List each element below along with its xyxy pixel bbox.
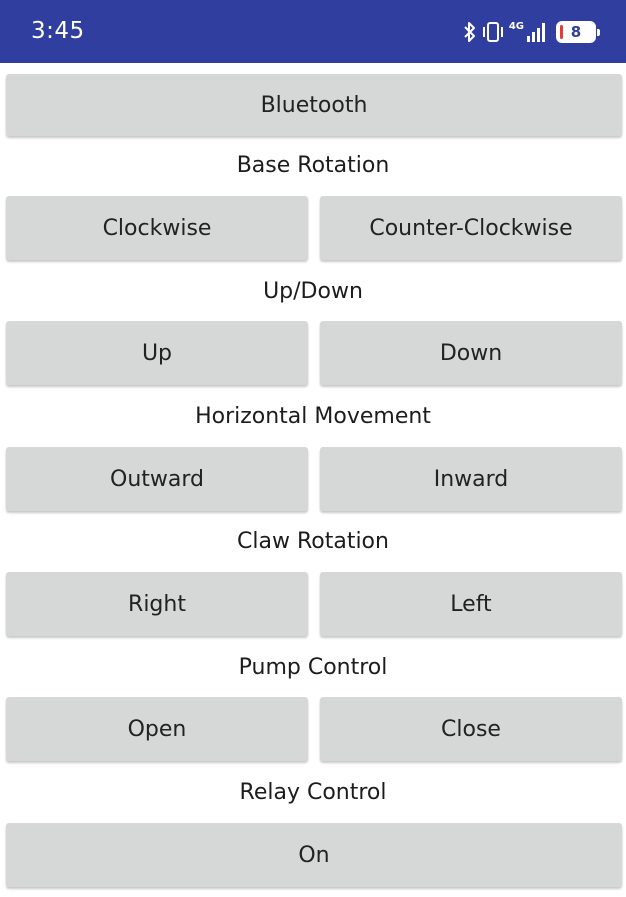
section-label-pump-control: Pump Control xyxy=(238,655,388,680)
section-label-relay-control: Relay Control xyxy=(239,780,387,805)
vibrate-icon xyxy=(481,21,505,43)
battery-icon: 8 xyxy=(556,21,600,43)
signal-icon: 4G xyxy=(509,22,548,42)
status-icons: 4G 8 xyxy=(463,18,600,46)
pump-open-button[interactable]: Open xyxy=(6,697,308,761)
bluetooth-icon xyxy=(463,21,477,43)
claw-left-button[interactable]: Left xyxy=(320,572,622,636)
section-label-horizontal-movement: Horizontal Movement xyxy=(195,404,431,429)
status-bar: 3:45 4G 8 xyxy=(0,0,626,63)
inward-button[interactable]: Inward xyxy=(320,447,622,511)
status-time: 3:45 xyxy=(31,18,85,44)
network-type-label: 4G xyxy=(508,21,524,32)
section-label-up-down: Up/Down xyxy=(263,279,363,304)
claw-right-button[interactable]: Right xyxy=(6,572,308,636)
clockwise-button[interactable]: Clockwise xyxy=(6,196,308,260)
section-label-claw-rotation: Claw Rotation xyxy=(237,529,389,554)
outward-button[interactable]: Outward xyxy=(6,447,308,511)
up-button[interactable]: Up xyxy=(6,321,308,385)
down-button[interactable]: Down xyxy=(320,321,622,385)
pump-close-button[interactable]: Close xyxy=(320,697,622,761)
relay-on-button[interactable]: On xyxy=(6,823,622,887)
bluetooth-button[interactable]: Bluetooth xyxy=(6,74,622,136)
counter-clockwise-button[interactable]: Counter-Clockwise xyxy=(320,196,622,260)
section-label-base-rotation: Base Rotation xyxy=(236,153,390,178)
battery-level: 8 xyxy=(570,23,582,41)
